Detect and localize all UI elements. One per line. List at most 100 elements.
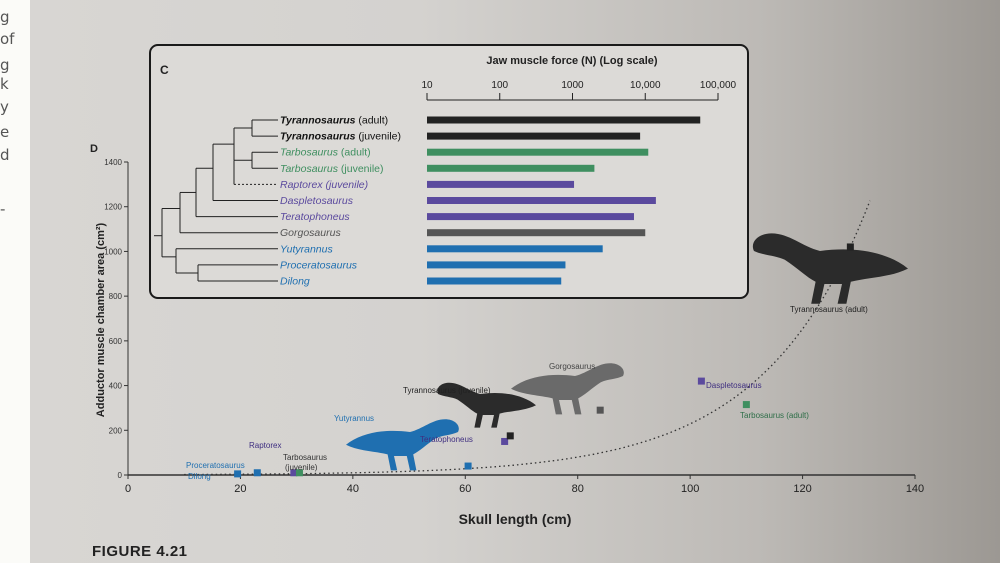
data-point-label: Daspletosaurus — [706, 381, 762, 390]
data-point — [596, 406, 604, 414]
panel-c: C Jaw muscle force (N) (Log scale) 10 100 10… — [149, 44, 749, 299]
data-point-label: Tyrannosaurus (adult) — [790, 305, 868, 314]
side-text-fragment: - — [0, 200, 6, 218]
silhouette-shape — [346, 419, 459, 471]
taxon-suffix: (juvenile) — [338, 163, 384, 175]
data-point — [506, 432, 514, 440]
tyrannosaurus-adult-silhouette — [752, 233, 908, 304]
taxon-label: Yutyrannus — [280, 243, 333, 255]
x-tick-label: 20 — [234, 483, 246, 495]
data-point — [501, 437, 509, 445]
taxon-label: Tarbosaurus (juvenile) — [280, 163, 384, 175]
panel-d-label: D — [90, 143, 98, 155]
taxon-suffix: (juvenile) — [323, 179, 369, 191]
taxon-suffix: (adult) — [338, 147, 371, 159]
data-point-label: Tyrannosaurus (juvenile) — [403, 386, 491, 395]
x-axis-title: Skull length (cm) — [459, 511, 572, 527]
panel-c-title: Jaw muscle force (N) (Log scale) — [486, 55, 657, 67]
data-point — [464, 462, 472, 470]
data-point — [295, 469, 303, 477]
data-point — [697, 377, 705, 385]
data-point-label: Tarbosaurus — [283, 453, 327, 462]
taxon-label: Daspletosaurus — [280, 195, 354, 207]
panel-d: D 0 200 400 600 800 1000 1200 1400 0 20 40 60 80 100 12… — [90, 143, 924, 527]
x-tick-label: 120 — [793, 483, 811, 495]
gorgosaurus-silhouette — [511, 363, 624, 415]
data-point — [846, 243, 854, 251]
data-point-label: Tarbosaurus (adult) — [740, 411, 809, 420]
taxon-name: Teratophoneus — [280, 211, 350, 223]
cladogram — [154, 119, 278, 282]
force-bar — [427, 245, 603, 253]
force-bar — [427, 116, 701, 124]
data-point-label: Raptorex — [249, 441, 281, 450]
force-tick-label: 10,000 — [630, 80, 661, 91]
taxon-name: Tyrannosaurus — [280, 115, 356, 127]
y-axis-title: Adductor muscle chamber area (cm²) — [95, 222, 107, 417]
force-bar — [427, 213, 634, 221]
silhouette-shape — [511, 363, 624, 415]
data-point-label: (juvenile) — [285, 463, 318, 472]
force-bar — [427, 132, 641, 140]
panel-c-label: C — [160, 63, 169, 77]
data-point-label: Yutyrannus — [334, 414, 374, 423]
taxon-name: Raptorex — [280, 179, 323, 191]
taxon-label: Tyrannosaurus (juvenile) — [280, 131, 401, 143]
data-point-label: Teratophoneus — [420, 435, 473, 444]
taxon-name: Dilong — [280, 276, 310, 288]
force-bar — [427, 180, 575, 188]
x-tick-label: 60 — [459, 483, 471, 495]
y-tick-label: 400 — [109, 382, 123, 391]
data-point — [253, 469, 261, 477]
x-tick-label: 80 — [572, 483, 584, 495]
taxon-label: Tarbosaurus (adult) — [280, 147, 371, 159]
taxon-name: Proceratosaurus — [280, 259, 358, 271]
data-point-label: Gorgosaurus — [549, 362, 595, 371]
side-text-fragment: d — [0, 146, 10, 164]
taxon-label: Proceratosaurus — [280, 259, 358, 271]
yutyrannus-silhouette — [346, 419, 459, 471]
data-point — [290, 469, 298, 477]
side-text-fragment: y — [0, 98, 9, 116]
force-bar — [427, 148, 649, 156]
taxon-label: Teratophoneus — [280, 211, 350, 223]
x-tick-label: 140 — [906, 483, 924, 495]
y-tick-label: 800 — [109, 292, 123, 301]
force-bar — [427, 229, 646, 237]
taxon-suffix: (juvenile) — [355, 131, 401, 143]
side-text-fragment: g — [0, 56, 10, 74]
taxon-label: Gorgosaurus — [280, 227, 341, 239]
force-bar — [427, 277, 562, 285]
y-tick-label: 1000 — [104, 247, 122, 256]
silhouette-shape — [752, 233, 908, 304]
taxon-name: Tyrannosaurus — [280, 131, 356, 143]
side-text-fragment: g — [0, 8, 10, 26]
taxon-label: Raptorex (juvenile) — [280, 179, 368, 191]
figure-caption-label: FIGURE 4.21 — [92, 543, 188, 560]
taxon-label: Dilong — [280, 276, 310, 288]
y-tick-label: 1400 — [104, 158, 122, 167]
x-tick-label: 100 — [681, 483, 699, 495]
force-tick-label: 100,000 — [700, 80, 737, 91]
data-point-label: Dilong — [188, 472, 211, 481]
force-tick-label: 1000 — [561, 80, 584, 91]
force-bar — [427, 197, 656, 204]
taxon-label: Tyrannosaurus (adult) — [280, 115, 388, 127]
side-text-fragment: e — [0, 123, 10, 141]
silhouette-shape — [437, 382, 536, 428]
trend-curve — [184, 200, 871, 476]
y-tick-label: 0 — [118, 471, 123, 480]
force-tick-label: 100 — [491, 80, 508, 91]
taxon-name: Daspletosaurus — [280, 195, 354, 207]
x-tick-label: 0 — [125, 483, 131, 495]
taxon-name: Tarbosaurus — [280, 163, 339, 175]
x-tick-label: 40 — [347, 483, 359, 495]
data-point-label: Proceratosaurus — [186, 461, 245, 470]
taxon-suffix: (adult) — [355, 115, 388, 127]
data-point — [742, 401, 750, 409]
y-tick-label: 600 — [109, 337, 123, 346]
side-text-fragment: k — [0, 75, 9, 93]
taxon-name: Yutyrannus — [280, 243, 333, 255]
